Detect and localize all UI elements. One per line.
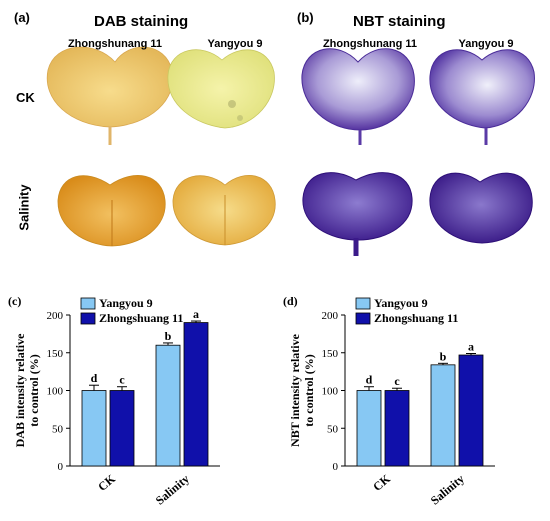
y-tick-label: 50 xyxy=(52,423,64,435)
row-label-salinity: Salinity xyxy=(16,184,32,231)
bar xyxy=(183,322,209,467)
panel-b-letter: (b) xyxy=(297,10,314,25)
y-axis-label: DAB intensity relativeto control (%) xyxy=(13,333,41,447)
legend-label: Yangyou 9 xyxy=(374,296,428,310)
significance-letter: d xyxy=(91,371,98,385)
significance-letter: c xyxy=(394,374,400,388)
dab-ck-yangyou-leaf xyxy=(167,49,275,129)
legend-label: Zhongshuang 11 xyxy=(374,311,458,325)
panel-b-title: NBT staining xyxy=(353,13,446,30)
y-axis-label-line-2: to control (%) xyxy=(27,354,41,426)
bar xyxy=(155,344,181,467)
panel-a-letter: (a) xyxy=(14,10,30,25)
significance-letter: a xyxy=(468,340,474,354)
nbt-ck-zhongshuang-leaf xyxy=(301,48,415,145)
significance-letter: c xyxy=(119,373,125,387)
legend-swatch xyxy=(355,297,371,310)
y-tick-label: 200 xyxy=(47,310,64,322)
y-axis-label-line-2: to control (%) xyxy=(302,354,316,426)
bar xyxy=(430,364,456,467)
y-tick-label: 100 xyxy=(47,386,64,398)
y-tick-label: 150 xyxy=(47,348,64,360)
y-tick-label: 150 xyxy=(322,348,339,360)
nbt-salinity-yangyou-leaf xyxy=(429,172,533,244)
nbt-salinity-zhongshuang-leaf xyxy=(302,172,413,256)
x-tick-label: CK xyxy=(370,471,393,494)
panel-a-col-label-2: Yangyou 9 xyxy=(207,38,263,50)
photo-panels xyxy=(46,46,535,256)
panel-letter: (d) xyxy=(283,294,298,308)
y-tick-label: 200 xyxy=(322,310,339,322)
nbt-ck-yangyou-leaf xyxy=(429,49,535,145)
panel-a-col-label-1: Zhongshunang 11 xyxy=(67,38,163,50)
row-label-ck: CK xyxy=(16,90,35,105)
bar xyxy=(384,390,410,467)
y-axis-label: NBT intensity relativeto control (%) xyxy=(288,333,316,447)
y-axis-label-line-1: NBT intensity relative xyxy=(288,333,302,447)
dab-salinity-zhongshuang-leaf xyxy=(57,175,166,247)
dab-salinity-yangyou-leaf xyxy=(172,175,276,246)
x-tick-label: CK xyxy=(95,471,118,494)
legend-label: Zhongshuang 11 xyxy=(99,311,183,325)
significance-letter: b xyxy=(440,349,447,363)
legend-label: Yangyou 9 xyxy=(99,296,153,310)
y-tick-label: 100 xyxy=(322,386,339,398)
significance-letter: a xyxy=(193,307,199,321)
chart-c: (c) DAB intensity relativeto control (%) 0… xyxy=(8,294,220,508)
legend-swatch xyxy=(80,297,96,310)
x-tick-label: Salinity xyxy=(428,472,467,508)
legend-swatch xyxy=(355,312,371,325)
chart-d: (d) NBT intensity relativeto control (%) 0… xyxy=(283,294,495,508)
significance-letter: d xyxy=(366,373,373,387)
bar xyxy=(81,390,107,467)
dab-ck-zhongshuang-leaf xyxy=(46,46,174,145)
x-tick-label: Salinity xyxy=(153,472,192,508)
panel-b-col-label-1: Zhongshunang 11 xyxy=(322,38,418,50)
y-tick-label: 50 xyxy=(327,423,339,435)
panel-letter: (c) xyxy=(8,294,21,308)
bar xyxy=(356,390,382,467)
y-axis-label-line-1: DAB intensity relative xyxy=(13,333,27,447)
y-tick-label: 0 xyxy=(333,461,339,473)
legend-swatch xyxy=(80,312,96,325)
panel-b-col-label-2: Yangyou 9 xyxy=(458,38,514,50)
bar xyxy=(458,354,484,467)
bar xyxy=(109,390,135,467)
significance-letter: b xyxy=(165,329,172,343)
panel-a-title: DAB staining xyxy=(94,13,189,30)
y-tick-label: 0 xyxy=(58,461,64,473)
